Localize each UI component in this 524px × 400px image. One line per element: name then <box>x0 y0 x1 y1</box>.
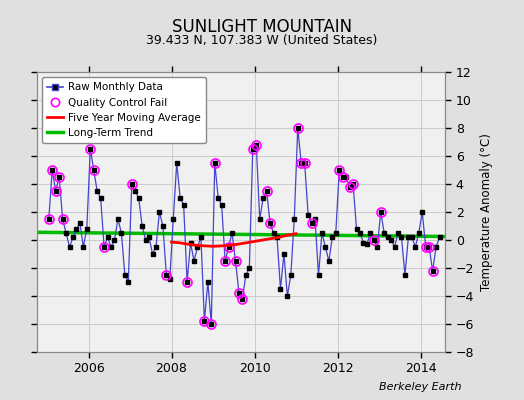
Text: Berkeley Earth: Berkeley Earth <box>379 382 461 392</box>
Text: 39.433 N, 107.383 W (United States): 39.433 N, 107.383 W (United States) <box>146 34 378 47</box>
Legend: Raw Monthly Data, Quality Control Fail, Five Year Moving Average, Long-Term Tren: Raw Monthly Data, Quality Control Fail, … <box>42 77 206 143</box>
Y-axis label: Temperature Anomaly (°C): Temperature Anomaly (°C) <box>480 133 493 291</box>
Text: SUNLIGHT MOUNTAIN: SUNLIGHT MOUNTAIN <box>172 18 352 36</box>
